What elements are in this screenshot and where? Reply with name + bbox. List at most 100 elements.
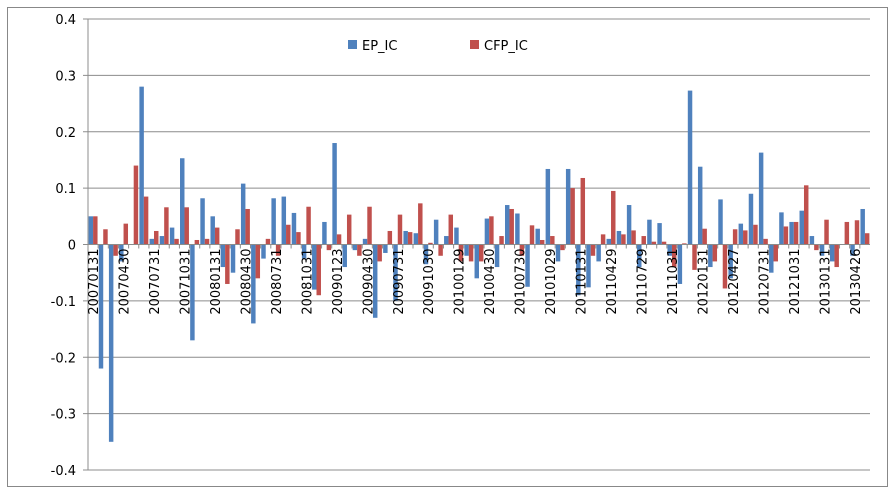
bar <box>753 224 758 245</box>
bar <box>647 219 652 245</box>
y-tick-label: -0.4 <box>51 464 76 479</box>
bar <box>184 207 189 245</box>
legend-swatch <box>348 40 357 49</box>
bar <box>616 230 622 245</box>
bar <box>139 86 144 245</box>
bar <box>93 216 98 245</box>
bar <box>423 244 429 265</box>
bar <box>464 244 469 256</box>
bar <box>235 229 240 245</box>
bar <box>631 230 636 245</box>
bar <box>682 243 687 245</box>
bar <box>200 198 205 245</box>
bar <box>860 208 865 245</box>
bar <box>708 244 713 268</box>
bar <box>154 230 159 245</box>
bar <box>149 238 155 245</box>
bar <box>484 218 490 245</box>
bar <box>336 234 342 245</box>
bar <box>525 244 530 287</box>
bar <box>190 244 195 341</box>
bar <box>692 244 697 270</box>
bar <box>504 205 510 245</box>
bar <box>346 214 352 245</box>
bar <box>291 212 297 245</box>
bar <box>850 244 855 256</box>
bar <box>519 244 525 256</box>
x-tick-label: 20120131 <box>696 249 711 315</box>
bar <box>413 233 419 245</box>
bar <box>539 239 545 245</box>
bar <box>301 244 307 259</box>
bar <box>88 216 94 245</box>
x-tick-label: 20121031 <box>788 249 803 315</box>
bar <box>448 214 454 245</box>
bar <box>286 224 291 245</box>
bar <box>397 214 403 245</box>
bar <box>499 236 504 245</box>
bar <box>667 244 672 256</box>
bar <box>763 238 768 245</box>
bar <box>590 244 596 256</box>
bar <box>403 230 408 245</box>
bar <box>769 244 774 273</box>
y-tick-label: 0.4 <box>55 13 76 28</box>
bar <box>210 216 215 245</box>
bar <box>854 220 860 245</box>
bar <box>814 244 819 251</box>
bar <box>474 244 479 279</box>
x-tick-label: 20080731 <box>270 249 285 315</box>
bar <box>357 244 362 256</box>
bar <box>108 244 114 442</box>
x-tick-label: 20100430 <box>483 249 498 315</box>
legend-swatch <box>470 40 479 49</box>
bar <box>545 168 551 245</box>
bar <box>550 236 555 245</box>
bar <box>829 244 835 262</box>
bar <box>352 244 358 251</box>
bar <box>332 143 337 245</box>
bar <box>834 244 839 268</box>
chart-frame <box>7 7 888 487</box>
bar <box>586 244 591 288</box>
bar <box>271 198 276 245</box>
bar <box>732 229 738 245</box>
bar <box>454 227 459 245</box>
bar <box>661 241 667 245</box>
bar <box>367 206 372 245</box>
bar <box>494 244 500 268</box>
bar <box>143 196 149 245</box>
bar <box>159 236 165 245</box>
bar <box>281 196 287 245</box>
bar <box>576 244 581 296</box>
bar <box>174 238 179 245</box>
bar <box>180 158 185 245</box>
bar <box>214 227 220 245</box>
bar <box>626 205 632 245</box>
bar <box>793 221 799 245</box>
bar <box>362 238 368 245</box>
x-tick-label: 20120427 <box>727 249 742 315</box>
bar <box>560 244 565 251</box>
bar <box>418 203 423 245</box>
bar <box>803 185 809 245</box>
bar <box>641 236 646 245</box>
bar <box>251 244 256 324</box>
bar <box>458 244 464 262</box>
bar <box>204 238 210 245</box>
bar <box>611 190 616 245</box>
x-tick-label: 20110729 <box>635 249 650 315</box>
x-tick-label: 20080430 <box>239 249 254 315</box>
x-tick-label: 20090123 <box>331 249 346 315</box>
legend-label: EP_IC <box>362 39 397 54</box>
x-tick-label: 20110131 <box>575 249 590 315</box>
bar <box>468 244 474 262</box>
bar <box>438 244 443 256</box>
x-tick-label: 20070131 <box>87 249 102 315</box>
bar <box>98 244 104 369</box>
bar <box>407 232 413 245</box>
bar <box>824 219 829 245</box>
bar <box>600 234 606 245</box>
bar <box>444 236 449 245</box>
x-tick-label: 20110429 <box>605 249 620 315</box>
